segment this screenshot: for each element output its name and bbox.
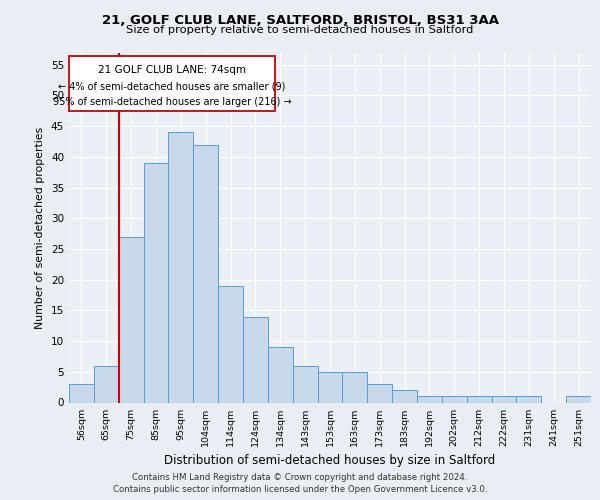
Bar — [317, 372, 343, 402]
Bar — [392, 390, 417, 402]
Bar — [517, 396, 541, 402]
Bar — [467, 396, 491, 402]
Bar — [293, 366, 317, 403]
X-axis label: Distribution of semi-detached houses by size in Saltford: Distribution of semi-detached houses by … — [164, 454, 496, 467]
Bar — [566, 396, 591, 402]
Bar — [143, 163, 169, 402]
Text: Contains HM Land Registry data © Crown copyright and database right 2024.
Contai: Contains HM Land Registry data © Crown c… — [113, 472, 487, 494]
Text: 95% of semi-detached houses are larger (216) →: 95% of semi-detached houses are larger (… — [53, 96, 292, 106]
FancyBboxPatch shape — [69, 56, 275, 111]
Bar — [69, 384, 94, 402]
Bar — [268, 347, 293, 403]
Bar — [417, 396, 442, 402]
Text: Size of property relative to semi-detached houses in Saltford: Size of property relative to semi-detach… — [127, 25, 473, 35]
Y-axis label: Number of semi-detached properties: Number of semi-detached properties — [35, 126, 46, 328]
Bar — [243, 316, 268, 402]
Text: 21, GOLF CLUB LANE, SALTFORD, BRISTOL, BS31 3AA: 21, GOLF CLUB LANE, SALTFORD, BRISTOL, B… — [101, 14, 499, 27]
Text: 21 GOLF CLUB LANE: 74sqm: 21 GOLF CLUB LANE: 74sqm — [98, 65, 246, 75]
Bar — [343, 372, 367, 402]
Bar — [119, 236, 143, 402]
Bar — [218, 286, 243, 403]
Bar — [491, 396, 517, 402]
Bar — [94, 366, 119, 403]
Text: ← 4% of semi-detached houses are smaller (9): ← 4% of semi-detached houses are smaller… — [58, 82, 286, 92]
Bar — [442, 396, 467, 402]
Bar — [169, 132, 193, 402]
Bar — [367, 384, 392, 402]
Bar — [193, 144, 218, 402]
